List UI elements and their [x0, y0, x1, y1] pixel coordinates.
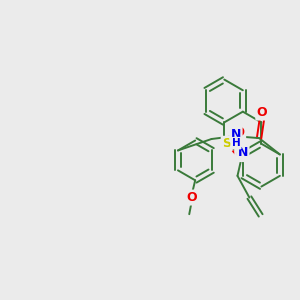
Text: O: O	[236, 148, 246, 161]
Text: H: H	[232, 138, 240, 148]
Text: N: N	[231, 128, 241, 141]
Text: O: O	[235, 126, 245, 139]
Text: S: S	[222, 137, 231, 150]
Text: O: O	[186, 191, 197, 204]
Text: O: O	[257, 106, 267, 119]
Text: N: N	[238, 146, 248, 160]
